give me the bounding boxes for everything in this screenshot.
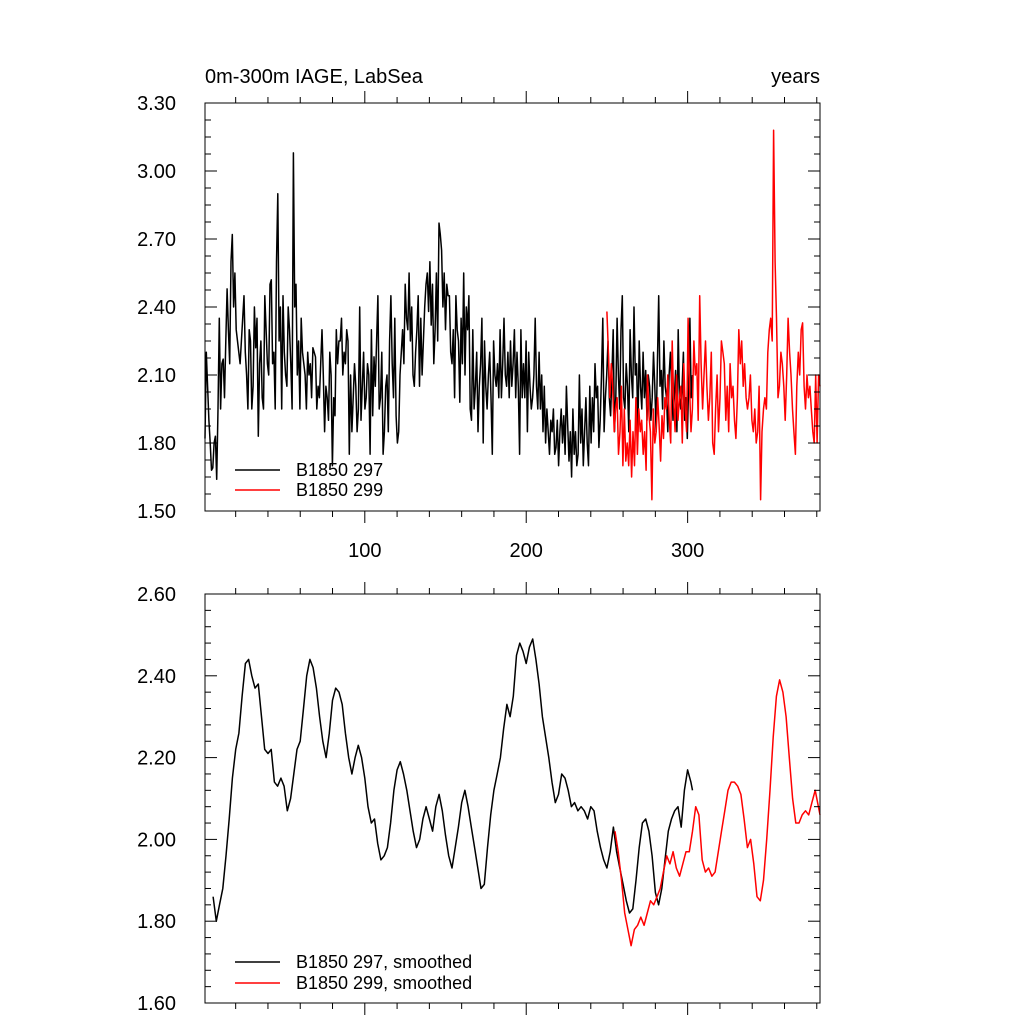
bottom-panel: 1.60 1.80 2.00 2.20 2.40 2.60 B1850 297, smoo…	[137, 582, 821, 1015]
bottom-y-tick-label: 2.00	[137, 829, 176, 851]
bottom-series-group	[212, 638, 821, 947]
bottom-y-tick-label: 2.40	[137, 666, 176, 688]
top-y-tick-label: 2.40	[137, 297, 176, 319]
bottom-legend: B1850 297, smoothed B1850 299, smoothed	[235, 952, 472, 993]
top-y-tick-label: 2.10	[137, 365, 176, 387]
chart-units-label: years	[771, 66, 820, 88]
legend-label-b1850-297: B1850 297	[296, 460, 383, 480]
bottom-y-tick-label: 1.80	[137, 911, 176, 933]
legend-label-b1850-299-smoothed: B1850 299, smoothed	[296, 973, 472, 993]
bottom-y-tick-label: 1.60	[137, 993, 176, 1015]
top-x-tick-label: 300	[671, 540, 704, 562]
top-legend: B1850 297 B1850 299	[235, 460, 383, 500]
series-line-b1850-297	[204, 152, 694, 481]
top-axes: 1.50 1.80 2.10 2.40 2.70 3.00 3.30 100 200 300	[137, 91, 821, 562]
bottom-y-tick-label: 2.20	[137, 748, 176, 770]
top-y-tick-label: 2.70	[137, 229, 176, 251]
series-line-b1850-299-smoothed	[614, 679, 821, 947]
top-series-group	[204, 129, 821, 501]
series-line-b1850-297-smoothed	[212, 638, 694, 922]
bottom-plot-frame	[204, 593, 821, 1004]
top-y-tick-label: 1.50	[137, 501, 176, 523]
series-line-b1850-299	[606, 129, 821, 501]
chart-title: 0m-300m IAGE, LabSea	[205, 66, 424, 88]
top-x-tick-label: 200	[510, 540, 543, 562]
legend-label-b1850-297-smoothed: B1850 297, smoothed	[296, 952, 472, 972]
top-y-tick-label: 3.00	[137, 161, 176, 183]
top-y-tick-label: 1.80	[137, 433, 176, 455]
bottom-axes: 1.60 1.80 2.00 2.20 2.40 2.60	[137, 582, 821, 1015]
top-x-tick-label: 100	[348, 540, 381, 562]
top-plot-frame	[204, 102, 821, 512]
top-y-tick-label: 3.30	[137, 93, 176, 115]
bottom-y-tick-label: 2.60	[137, 584, 176, 606]
top-panel: 0m-300m IAGE, LabSea years 1.50 1.80 2.10 2…	[137, 66, 821, 562]
legend-label-b1850-299: B1850 299	[296, 480, 383, 500]
